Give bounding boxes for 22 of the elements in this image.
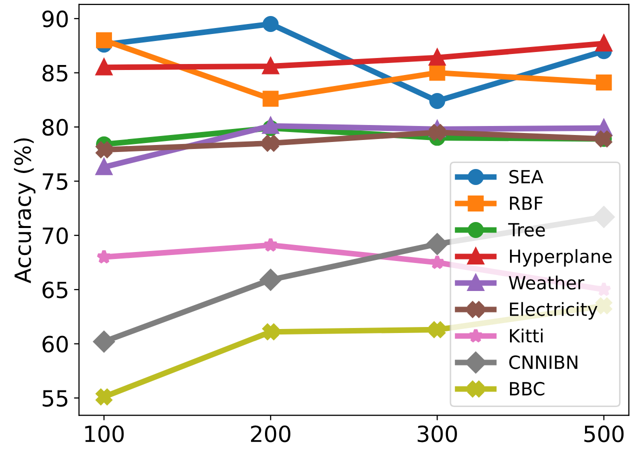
y-tick-label: 80 [42,118,68,136]
x-tick-label: 100 [85,425,124,442]
y-tick-label: 70 [42,227,68,244]
x-tick-label: 200 [251,425,290,442]
y-axis-title: Accuracy (%) [14,138,36,284]
y-tick-label: 75 [42,173,68,190]
y-tick-label: 65 [42,282,68,298]
legend-label: Weather [508,276,584,290]
legend-label: Electricity [510,302,598,320]
y-tick-label: 60 [42,336,68,353]
legend-label: BBC [510,382,544,396]
legend-label: SEA [509,170,544,184]
y-tick-label: 85 [42,64,68,82]
y-tick-label: 55 [42,390,68,407]
x-tick-label: 500 [584,425,624,442]
legend-label: Kitti [510,328,543,342]
legend-label: Hyperplane [510,249,612,267]
legend-label: Tree [508,223,545,237]
y-tick-label: 90 [42,10,68,28]
x-tick-label: 300 [418,425,457,442]
legend-label: RBF [510,196,542,210]
legend-label: CNNIBN [509,355,578,370]
